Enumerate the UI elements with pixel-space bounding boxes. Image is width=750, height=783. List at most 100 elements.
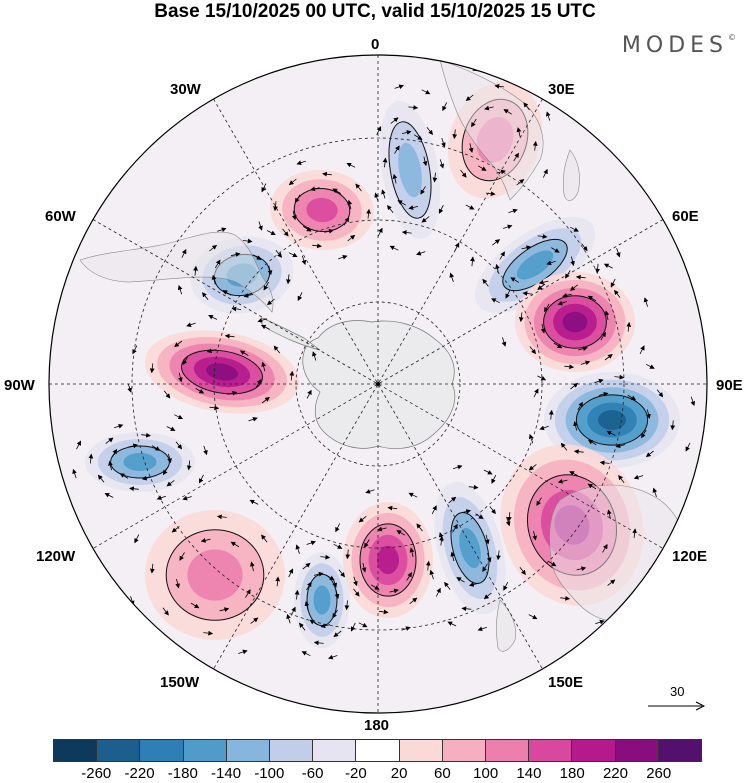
lon-label-150w: 150W bbox=[160, 674, 200, 691]
wind-vector-arrow bbox=[401, 130, 412, 135]
wind-vector-arrow bbox=[537, 283, 546, 290]
wind-vector-arrow bbox=[382, 157, 388, 168]
wind-vector-arrow bbox=[190, 602, 200, 609]
wind-vector-arrow bbox=[460, 169, 467, 178]
wind-vector-arrow bbox=[508, 208, 518, 214]
wind-vector-arrow bbox=[494, 83, 505, 89]
reference-vector-value: 30 bbox=[670, 684, 685, 699]
wind-vector-arrow bbox=[328, 654, 338, 660]
wind-vector-arrow bbox=[350, 622, 356, 632]
wind-vector-arrow bbox=[182, 356, 189, 365]
wind-vector-arrow bbox=[587, 295, 597, 302]
colorbar-tick-label: 60 bbox=[434, 765, 451, 782]
wind-vector-arrow bbox=[261, 361, 266, 372]
madagascar-outline bbox=[562, 149, 580, 201]
wind-vector-arrow bbox=[408, 105, 419, 110]
wind-vector-arrow bbox=[335, 523, 341, 533]
wind-vector-arrow bbox=[301, 651, 311, 657]
wind-vector-arrow bbox=[76, 440, 81, 450]
wind-vector-arrow bbox=[156, 495, 167, 501]
wind-vector-arrow bbox=[503, 109, 513, 115]
wind-vector-arrow bbox=[422, 156, 428, 167]
wind-vector-arrow bbox=[364, 539, 370, 548]
africa-outline bbox=[439, 59, 544, 201]
wind-vector-arrow bbox=[401, 230, 412, 235]
wind-vector-arrow bbox=[577, 401, 583, 411]
wind-vector-arrow bbox=[429, 569, 435, 580]
wind-vector-arrow bbox=[569, 284, 578, 291]
wind-vector-arrow bbox=[343, 217, 350, 226]
wind-vector-arrow bbox=[539, 425, 549, 431]
wind-vector-arrow bbox=[177, 284, 183, 295]
wind-vector-arrow bbox=[416, 523, 423, 532]
wind-vector-arrow bbox=[522, 291, 533, 296]
wind-vector-arrow bbox=[425, 560, 431, 571]
wind-vector-arrow bbox=[690, 396, 696, 407]
wind-vector-arrow bbox=[465, 204, 475, 210]
wind-vector-arrow bbox=[489, 506, 496, 515]
wind-vector-arrow bbox=[409, 547, 415, 557]
wind-vector-arrow bbox=[353, 588, 360, 597]
south-pole-marker bbox=[376, 382, 380, 386]
wind-vector-arrow bbox=[166, 426, 176, 431]
wind-vector-arrow bbox=[174, 414, 184, 420]
wind-vector-arrow bbox=[560, 442, 568, 451]
wind-vector-arrow bbox=[614, 289, 621, 298]
wind-vector-arrow bbox=[288, 178, 297, 186]
wind-vector-arrow bbox=[627, 394, 637, 401]
wind-vector-arrow bbox=[614, 374, 625, 380]
wind-vector-arrow bbox=[516, 127, 522, 137]
wind-vector-arrow bbox=[163, 390, 171, 399]
wind-vector-arrow bbox=[516, 179, 525, 186]
wind-vector-arrow bbox=[230, 252, 241, 257]
wind-vector-arrow bbox=[578, 346, 588, 351]
wind-vector-arrow bbox=[230, 541, 240, 548]
wind-vector-arrow bbox=[222, 290, 232, 296]
wind-vector-arrow bbox=[286, 613, 291, 624]
wind-vector-arrow bbox=[347, 234, 356, 242]
wind-vector-arrow bbox=[181, 248, 187, 258]
anomaly-contour-south-atlantic-high-2 bbox=[293, 188, 351, 232]
wind-vector-arrow bbox=[224, 333, 235, 339]
wind-vector-arrow bbox=[175, 578, 180, 589]
wind-vector-arrow bbox=[166, 480, 175, 487]
wind-vector-arrow bbox=[202, 292, 209, 301]
wind-vector-arrow bbox=[97, 474, 105, 483]
colorbar-tick-label: -20 bbox=[345, 765, 367, 782]
wind-vector-arrow bbox=[162, 466, 169, 476]
brand-logo: MODES© bbox=[622, 33, 736, 58]
wind-vector-arrow bbox=[471, 118, 477, 128]
wind-vector-arrow bbox=[306, 389, 312, 399]
colorbar-swatch bbox=[442, 740, 487, 761]
wind-vector-arrow bbox=[557, 478, 568, 484]
wind-vector-arrow bbox=[394, 84, 404, 90]
wind-vector-arrow bbox=[639, 345, 645, 355]
wind-vector-arrow bbox=[167, 453, 172, 464]
wind-vector-arrow bbox=[604, 310, 610, 321]
colorbar-tick-label: -220 bbox=[124, 765, 155, 782]
wind-vector-arrow bbox=[333, 543, 343, 549]
wind-vector-arrow bbox=[515, 70, 525, 76]
wind-vector-arrow bbox=[239, 350, 249, 356]
wind-vector-arrow bbox=[606, 509, 612, 519]
colorbar-tick-label: 180 bbox=[559, 765, 585, 782]
wind-vector-arrow bbox=[149, 363, 155, 374]
colorbar-tick-label: 260 bbox=[646, 765, 672, 782]
wind-vector-arrow bbox=[312, 351, 317, 361]
wind-vector-arrow bbox=[255, 379, 262, 388]
wind-vector-arrow bbox=[267, 265, 273, 276]
wind-vector-arrow bbox=[576, 566, 587, 572]
wind-vector-arrow bbox=[325, 574, 335, 581]
wind-vector-arrow bbox=[503, 581, 509, 591]
wind-vector-arrow bbox=[227, 390, 238, 396]
wind-vector-arrow bbox=[546, 260, 556, 266]
wind-vector-arrow bbox=[113, 423, 124, 429]
wind-vector-arrow bbox=[444, 581, 451, 590]
wind-vector-arrow bbox=[299, 622, 306, 631]
wind-vector-arrow bbox=[483, 592, 492, 600]
wind-vector-arrow bbox=[200, 538, 211, 543]
wind-vector-arrow bbox=[562, 293, 572, 298]
wind-vector-arrow bbox=[483, 469, 493, 475]
wind-vector-arrow bbox=[377, 227, 383, 237]
